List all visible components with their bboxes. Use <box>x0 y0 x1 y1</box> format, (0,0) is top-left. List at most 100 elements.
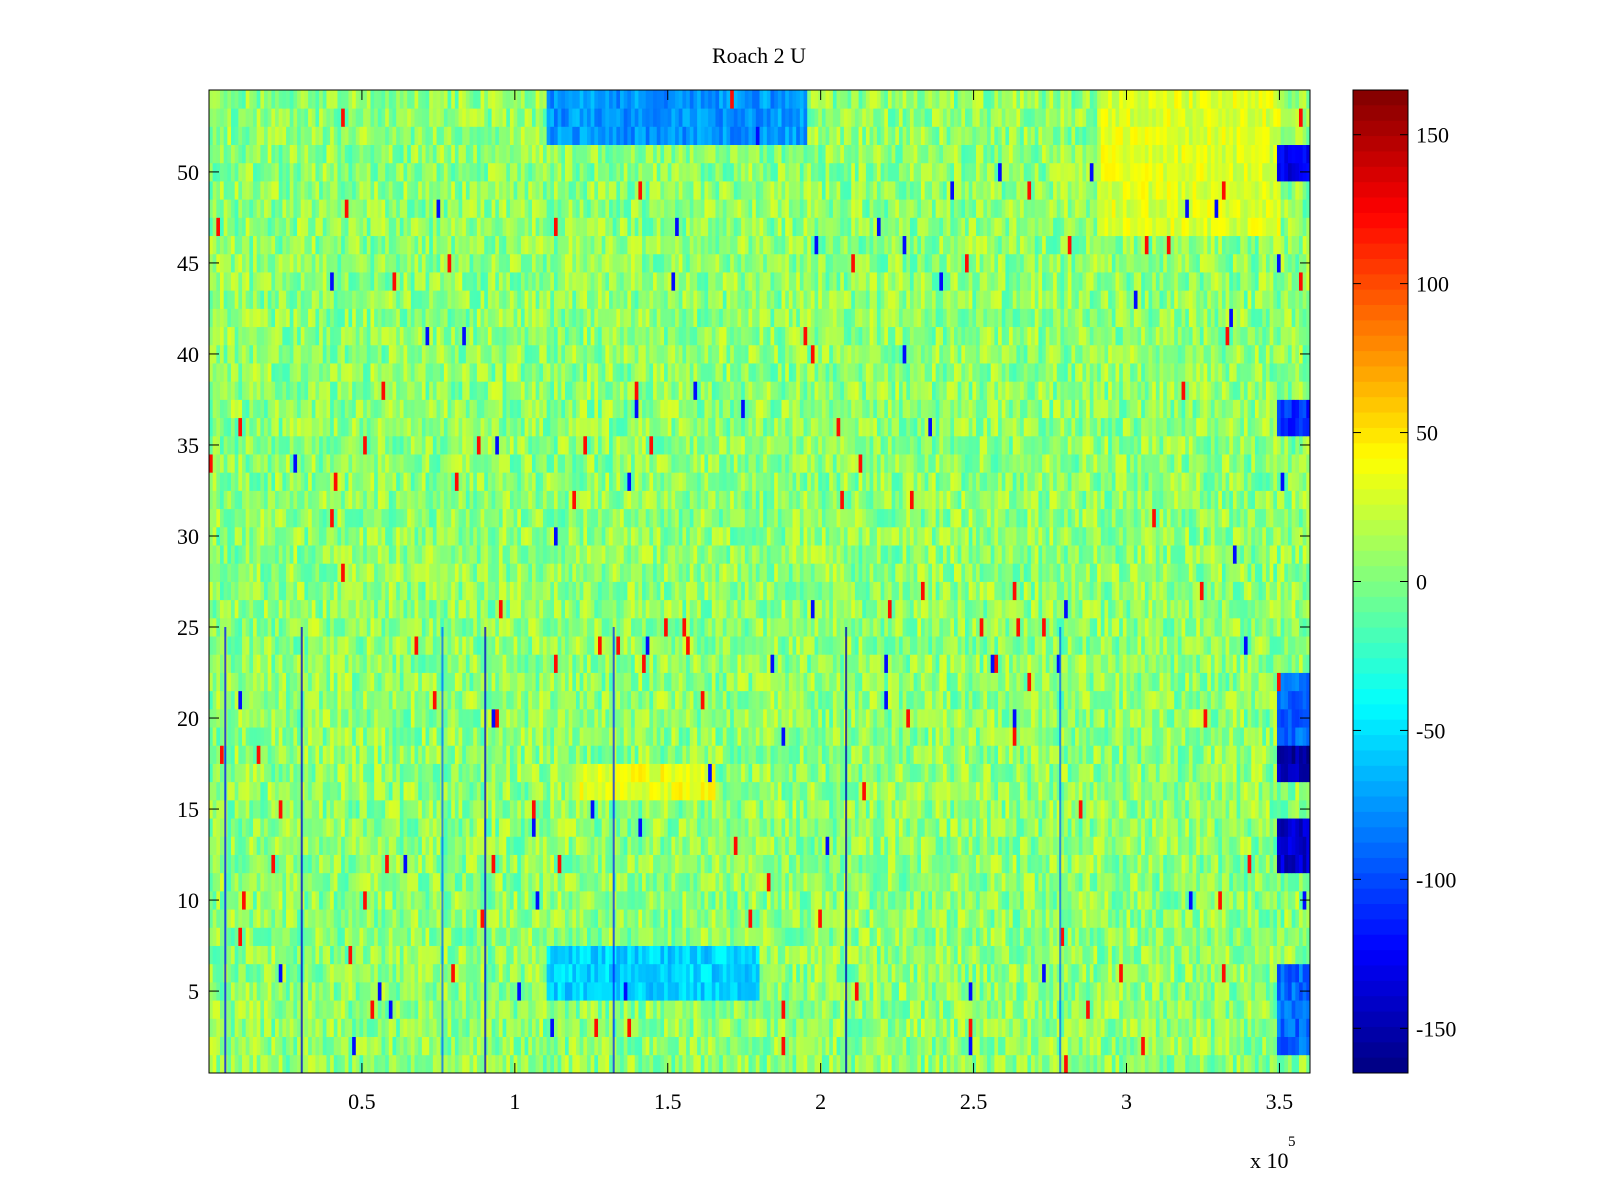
heatmap-cell <box>216 1054 221 1074</box>
heatmap-cell <box>777 1018 782 1037</box>
heatmap-cell <box>322 890 327 910</box>
heatmap-cell <box>814 945 819 965</box>
heatmap-cell <box>884 1036 889 1056</box>
heatmap-cell <box>344 1000 349 1019</box>
heatmap-cell <box>1258 799 1263 819</box>
heatmap-cell <box>1082 890 1087 910</box>
heatmap-cell <box>799 1018 804 1037</box>
heatmap-cell <box>744 945 749 965</box>
heatmap-cell <box>869 781 874 801</box>
heatmap-cell <box>730 1036 735 1056</box>
heatmap-cell <box>498 963 503 983</box>
heatmap-cell <box>297 909 302 928</box>
heatmap-cell <box>865 1036 870 1056</box>
heatmap-cell <box>1265 927 1271 946</box>
heatmap-cell <box>777 836 782 855</box>
heatmap-cell <box>972 799 977 819</box>
heatmap-cell <box>1287 1018 1293 1037</box>
heatmap-cell <box>895 818 900 837</box>
heatmap-cell <box>920 981 926 1001</box>
heatmap-cell <box>1086 927 1091 946</box>
heatmap-cell <box>572 1054 577 1074</box>
heatmap-cell <box>895 854 900 874</box>
heatmap-cell <box>847 872 852 892</box>
heatmap-cell <box>865 1018 870 1037</box>
heatmap-cell <box>876 1054 882 1074</box>
heatmap-cell <box>961 927 966 946</box>
heatmap-cell <box>832 909 837 928</box>
heatmap-cell <box>950 909 955 928</box>
heatmap-cell <box>770 1054 775 1074</box>
heatmap-cell <box>465 872 470 892</box>
heatmap-cell <box>612 1018 617 1037</box>
heatmap-cell <box>1284 927 1289 946</box>
heatmap-cell <box>1214 799 1219 819</box>
heatmap-cell <box>484 1018 489 1037</box>
heatmap-cell <box>557 963 562 983</box>
heatmap-cell <box>968 981 973 1001</box>
heatmap-cell <box>1177 1054 1182 1074</box>
heatmap-cell <box>1016 1054 1021 1074</box>
heatmap-cell <box>352 854 357 874</box>
heatmap-cell <box>598 872 603 892</box>
heatmap-cell <box>278 909 283 928</box>
heatmap-cell <box>1218 909 1223 928</box>
heatmap-cell <box>671 927 676 946</box>
heatmap-cell <box>858 1018 863 1037</box>
heatmap-cell <box>260 799 265 819</box>
heatmap-cell <box>227 1000 232 1019</box>
heatmap-cell <box>638 890 643 910</box>
heatmap-cell <box>1133 799 1138 819</box>
heatmap-cell <box>1082 854 1087 874</box>
heatmap-cell <box>377 945 382 965</box>
heatmap-cell <box>1236 872 1241 892</box>
heatmap-cell <box>1016 890 1021 910</box>
heatmap-cell <box>1075 854 1080 874</box>
heatmap-cell <box>242 1018 247 1037</box>
heatmap-cell <box>1089 781 1094 801</box>
heatmap-cell <box>341 799 346 819</box>
heatmap-cell <box>895 836 900 855</box>
heatmap-cell <box>418 1054 423 1074</box>
heatmap-cell <box>432 927 437 946</box>
heatmap-cell <box>744 1036 749 1056</box>
heatmap-cell <box>796 763 801 783</box>
heatmap-cell <box>590 927 595 946</box>
heatmap-cell <box>902 799 907 819</box>
heatmap-cell <box>748 854 753 874</box>
heatmap-cell <box>1126 890 1131 910</box>
heatmap-cell <box>220 945 225 965</box>
heatmap-cell <box>517 781 522 801</box>
heatmap-cell <box>1141 963 1146 983</box>
heatmap-cell <box>1265 799 1271 819</box>
heatmap-cell <box>275 1000 280 1019</box>
heatmap-cell <box>1284 981 1289 1001</box>
heatmap-cell <box>708 872 713 892</box>
heatmap-cell <box>1192 1036 1197 1056</box>
heatmap-cell <box>829 799 834 819</box>
heatmap-cell <box>704 963 709 983</box>
heatmap-cell <box>697 927 702 946</box>
heatmap-cell <box>759 836 764 855</box>
heatmap-cell <box>561 818 566 837</box>
heatmap-cell <box>1031 963 1036 983</box>
heatmap-cell <box>1005 1036 1010 1056</box>
heatmap-cell <box>983 963 988 983</box>
heatmap-cell <box>1005 781 1010 801</box>
heatmap-cell <box>796 927 801 946</box>
heatmap-cell <box>473 945 478 965</box>
heatmap-cell <box>1306 781 1311 801</box>
heatmap-cell <box>913 836 918 855</box>
heatmap-cell <box>715 981 720 1001</box>
heatmap-cell <box>1291 890 1296 910</box>
heatmap-cell <box>682 927 687 946</box>
heatmap-cell <box>649 963 654 983</box>
heatmap-cell <box>876 854 882 874</box>
heatmap-cell <box>1119 1018 1124 1037</box>
heatmap-cell <box>708 799 713 819</box>
heatmap-cell <box>249 1018 254 1037</box>
heatmap-cell <box>392 927 397 946</box>
heatmap-cell <box>733 854 738 874</box>
heatmap-cell <box>425 854 430 874</box>
heatmap-cell <box>352 1018 357 1037</box>
